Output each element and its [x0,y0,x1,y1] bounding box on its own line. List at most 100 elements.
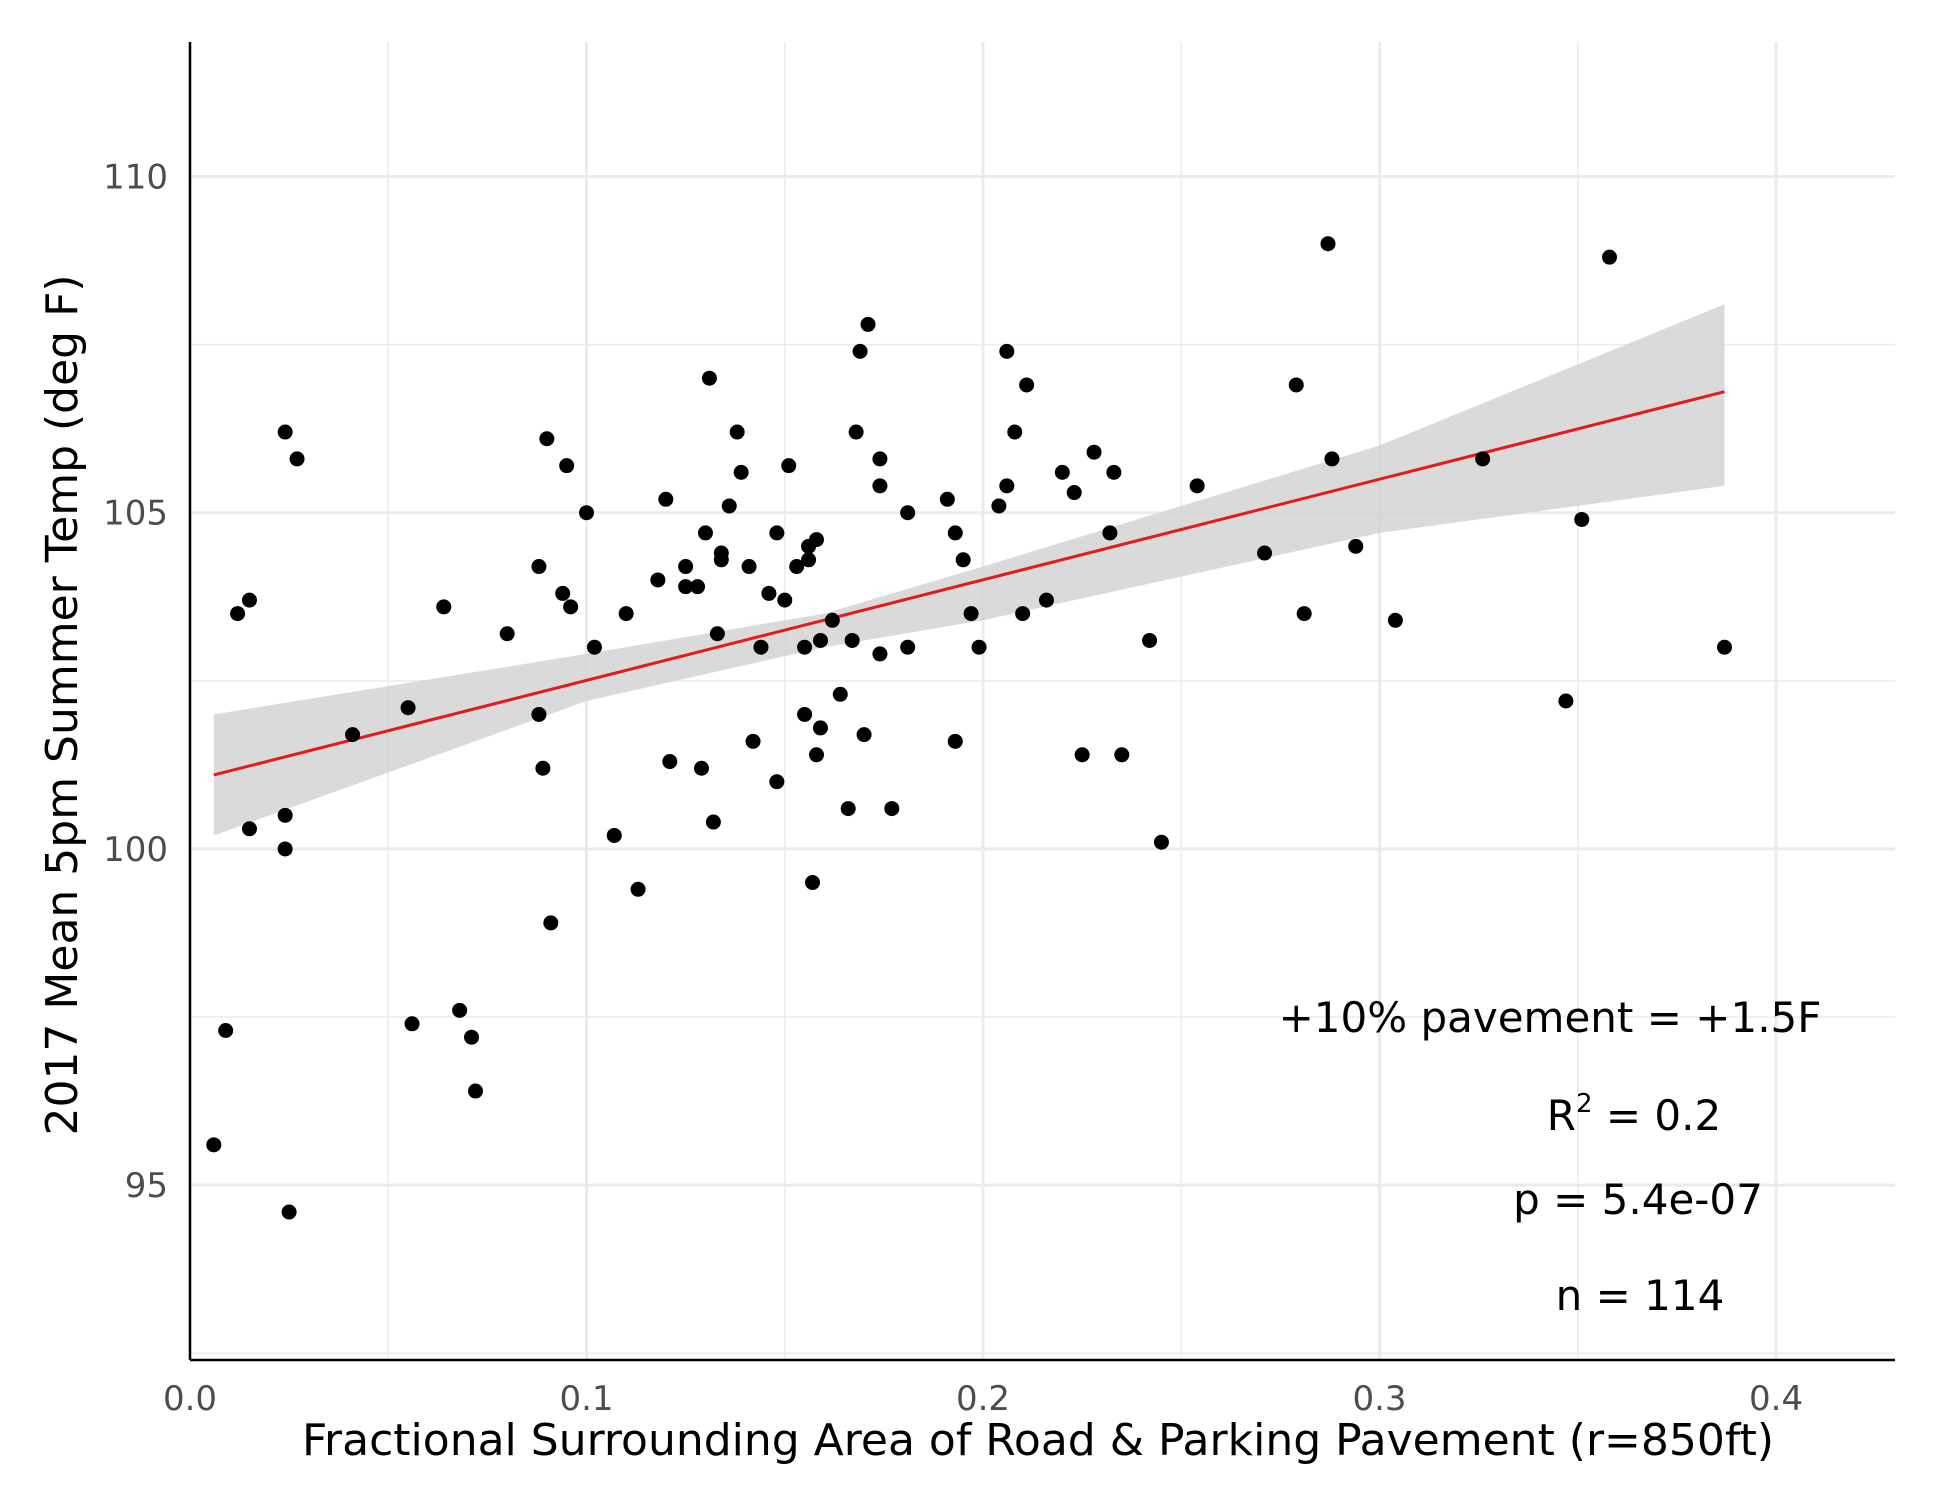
confidence-band-layer [213,304,1725,836]
data-point [777,592,793,608]
data-point [721,498,737,514]
data-point [947,733,963,749]
data-point [1189,478,1205,494]
data-point [872,478,888,494]
data-point [971,639,987,655]
data-point [1066,485,1082,501]
data-point [860,316,876,332]
data-point [789,559,805,575]
annotation-n: n = 114 [1556,1271,1725,1320]
data-point [701,370,717,386]
data-point [1142,632,1158,648]
y-tick-label: 100 [103,830,168,870]
tick-labels: 0.0 0.1 0.2 0.3 0.4 95 100 105 110 [103,157,1803,1419]
axes [188,42,1895,1362]
data-point [824,612,840,628]
data-point [1257,545,1273,561]
data-point [345,727,361,743]
r-squared-label: R [1547,1091,1576,1140]
data-point [535,760,551,776]
data-point [1602,249,1618,265]
data-point [808,532,824,548]
data-point [797,706,813,722]
y-axis-title: 2017 Mean 5pm Summer Temp (deg F) [37,274,88,1135]
data-point [559,458,575,474]
data-point [1015,606,1031,622]
data-point [900,639,916,655]
data-point [729,424,745,440]
data-point [630,881,646,897]
data-point [277,424,293,440]
data-point [1106,464,1122,480]
data-point [452,1002,468,1018]
data-point [531,559,547,575]
annotation-effect: +10% pavement = +1.5F [1279,993,1822,1042]
data-point [812,632,828,648]
data-point [741,559,757,575]
data-point [1102,525,1118,541]
data-point [241,592,257,608]
data-point [650,572,666,588]
data-point [709,626,725,642]
data-points [206,236,1732,1220]
data-point [563,599,579,615]
data-point [499,626,515,642]
data-point [733,464,749,480]
data-point [436,599,452,615]
grid [188,42,1895,1360]
data-point [781,458,797,474]
data-point [1019,377,1035,393]
data-point [555,585,571,601]
data-point [694,760,709,776]
data-point [658,491,674,507]
data-point [1348,538,1364,554]
regression-line [213,390,1725,777]
data-point [808,747,824,763]
x-tick-label: 0.0 [163,1379,217,1419]
data-point [963,606,979,622]
y-tick-label: 105 [103,494,168,534]
data-point [230,606,246,622]
data-point [999,478,1015,494]
data-point [400,700,416,716]
data-point [277,841,293,857]
data-point [1574,511,1590,527]
x-tick-label: 0.2 [956,1379,1010,1419]
data-point [464,1029,480,1045]
data-point [606,827,622,843]
x-tick-label: 0.3 [1352,1379,1406,1419]
data-point [697,525,713,541]
data-point [206,1137,222,1153]
data-point [662,754,678,770]
data-point [678,559,694,575]
r-squared-superscript: 2 [1576,1089,1593,1119]
data-point [241,821,257,837]
data-point [939,491,955,507]
data-point [900,505,916,521]
data-point [761,585,777,601]
r-squared-value: = 0.2 [1593,1091,1722,1140]
data-point [467,1083,483,1099]
data-point [1086,444,1102,460]
y-tick-label: 110 [103,157,168,197]
data-point [586,639,602,655]
x-axis-title: Fractional Surrounding Area of Road & Pa… [302,1415,1774,1466]
x-tick-label: 0.4 [1749,1379,1803,1419]
data-point [769,774,785,790]
data-point [1114,747,1130,763]
data-point [1074,747,1090,763]
data-point [678,579,694,595]
data-point [769,525,785,541]
data-point [805,875,821,891]
data-point [872,646,888,662]
data-point [1288,377,1304,393]
data-point [991,498,1007,514]
data-point [579,505,595,521]
data-point [705,814,721,830]
data-point [745,733,761,749]
annotation-p-value: p = 5.4e-07 [1513,1175,1763,1224]
data-point [281,1204,297,1220]
data-point [848,424,864,440]
data-point [277,807,293,823]
data-point [832,686,848,702]
